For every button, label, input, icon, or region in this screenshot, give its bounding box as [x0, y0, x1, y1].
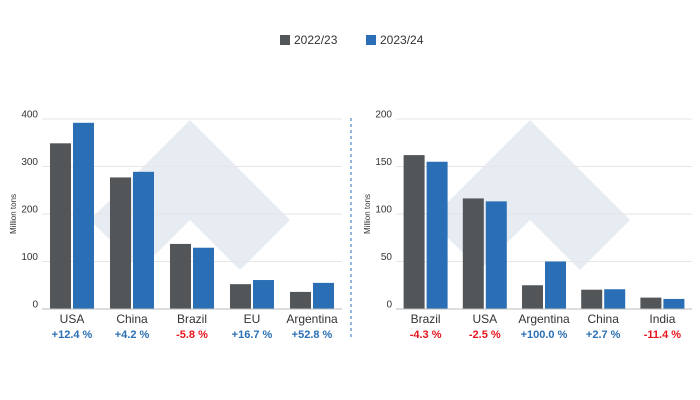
- x-tick-label: China: [588, 312, 620, 326]
- x-tick-label: USA: [60, 312, 85, 326]
- x-tick-label: India: [649, 312, 675, 326]
- y-tick-label: 200: [375, 110, 392, 121]
- x-tick-label: EU: [244, 312, 261, 326]
- legend-swatch: [280, 35, 290, 45]
- bar: [193, 247, 214, 309]
- bar: [640, 297, 662, 309]
- y-tick-label: 400: [21, 110, 38, 121]
- change-label: -11.4 %: [644, 329, 682, 341]
- change-label: +12.4 %: [52, 329, 93, 341]
- change-label: +2.7 %: [586, 329, 621, 341]
- bar: [73, 122, 94, 309]
- x-tick-label: Argentina: [518, 312, 570, 326]
- x-tick-label: Argentina: [286, 312, 338, 326]
- bar: [522, 285, 543, 309]
- y-axis-label: Million tons: [9, 194, 18, 234]
- bar: [290, 291, 311, 309]
- change-label: -2.5 %: [469, 329, 501, 341]
- bar: [604, 289, 626, 309]
- bar: [403, 155, 425, 309]
- bar: [581, 289, 603, 309]
- y-tick-label: 0: [386, 300, 392, 311]
- x-tick-label: China: [116, 312, 148, 326]
- y-tick-label: 100: [375, 205, 392, 216]
- legend-swatch: [366, 35, 376, 45]
- bar: [545, 261, 566, 309]
- bar: [462, 198, 484, 309]
- change-label: -5.8 %: [176, 329, 208, 341]
- x-tick-label: Brazil: [177, 312, 207, 326]
- y-tick-label: 300: [21, 157, 38, 168]
- y-tick-label: 150: [375, 157, 392, 168]
- bar: [485, 201, 507, 309]
- bar: [663, 298, 685, 309]
- change-label: +52.8 %: [292, 329, 333, 341]
- bar: [253, 280, 274, 309]
- bar: [426, 161, 448, 309]
- legend-label: 2023/24: [380, 33, 424, 47]
- y-tick-label: 100: [21, 252, 38, 263]
- change-label: -4.3 %: [410, 329, 442, 341]
- bar: [230, 284, 251, 309]
- change-label: +16.7 %: [232, 329, 273, 341]
- legend-label: 2022/23: [294, 33, 338, 47]
- x-tick-label: Brazil: [411, 312, 441, 326]
- bar: [133, 171, 154, 309]
- y-tick-label: 0: [32, 300, 38, 311]
- change-label: +100.0 %: [521, 329, 568, 341]
- change-label: +4.2 %: [115, 329, 150, 341]
- y-tick-label: 50: [381, 252, 393, 263]
- bar: [313, 282, 334, 309]
- bar: [50, 143, 71, 309]
- x-tick-label: USA: [472, 312, 497, 326]
- bar: [170, 243, 191, 309]
- y-tick-label: 200: [21, 205, 38, 216]
- y-axis-label: Million tons: [363, 194, 372, 234]
- bar: [110, 177, 131, 309]
